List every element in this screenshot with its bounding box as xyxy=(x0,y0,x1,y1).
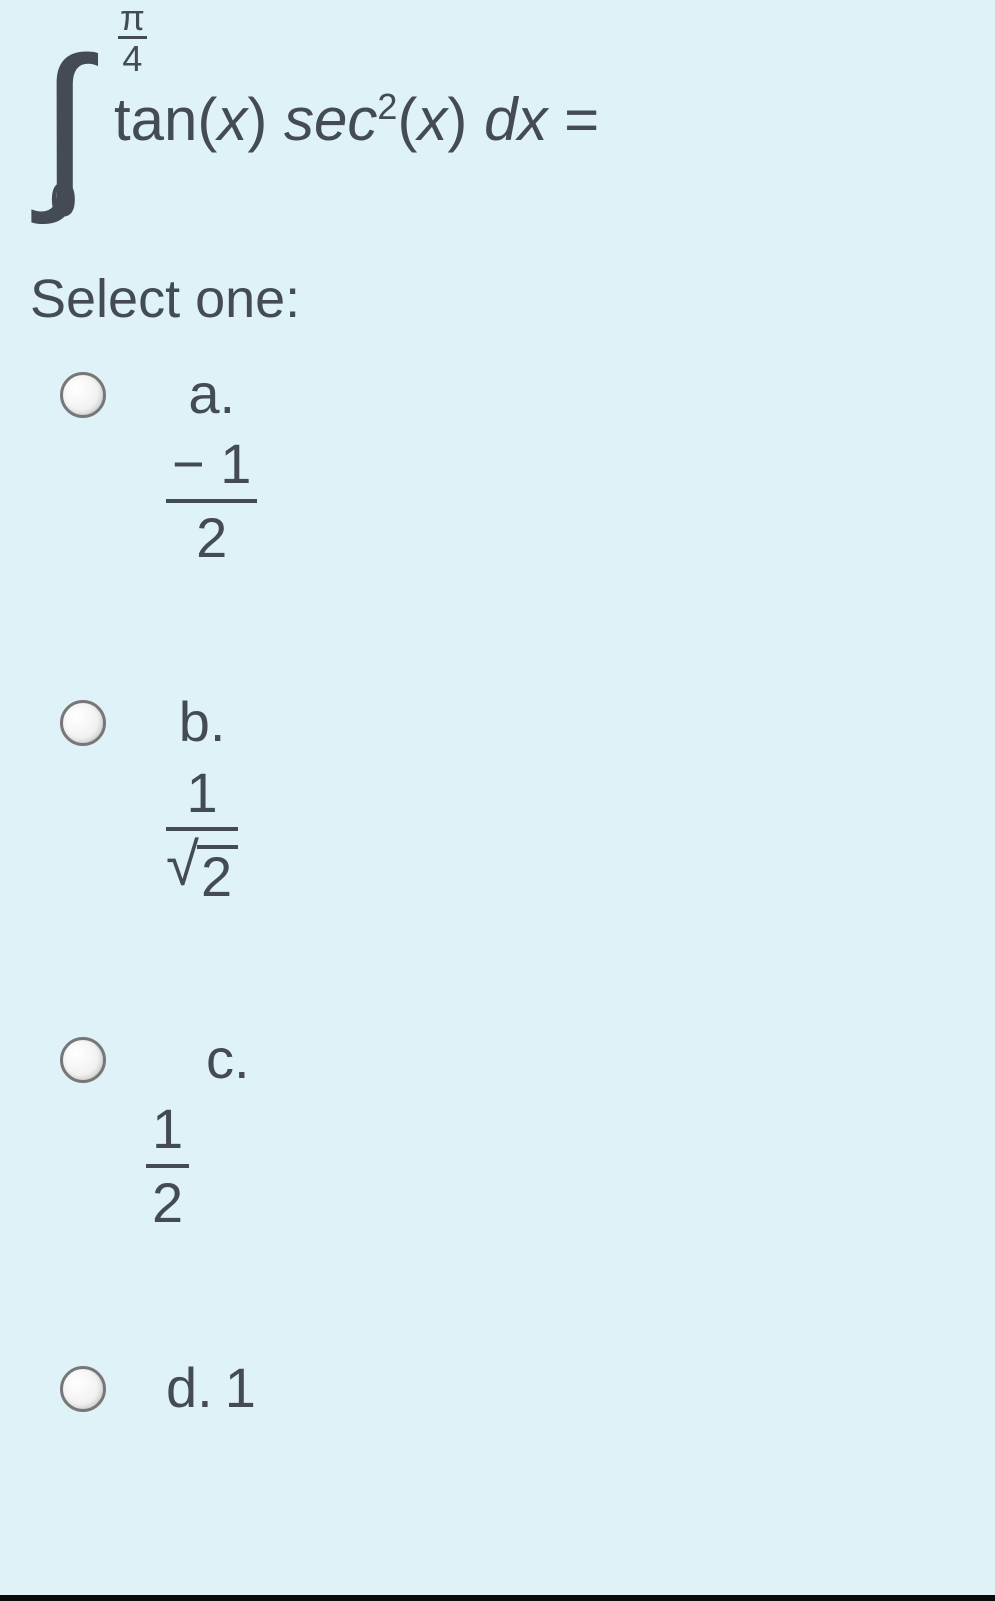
option-b-letter: b. xyxy=(166,688,238,755)
upper-limit-den: 4 xyxy=(118,39,147,79)
question-container: π 4 ∫ 0 tan(x) sec2(x) dx = Select one: … xyxy=(0,0,995,1601)
option-d[interactable]: d.1 xyxy=(30,1354,965,1421)
option-d-content: d.1 xyxy=(166,1354,256,1421)
option-a-fraction: − 1 2 xyxy=(166,433,257,568)
upper-limit-num: π xyxy=(118,0,147,39)
option-c-denominator: 2 xyxy=(146,1168,189,1234)
select-one-prompt: Select one: xyxy=(30,268,965,330)
option-c-numerator: 1 xyxy=(146,1098,189,1168)
integral-sign: ∫ xyxy=(40,60,89,186)
radical-symbol: √ xyxy=(166,838,199,892)
question-expression: π 4 ∫ 0 tan(x) sec2(x) dx = xyxy=(30,40,965,178)
option-a-denominator: 2 xyxy=(166,503,257,569)
option-c[interactable]: c. 1 2 xyxy=(30,1025,965,1233)
option-b-numerator: 1 xyxy=(166,762,238,832)
lower-limit: 0 xyxy=(50,173,77,228)
radio-c[interactable] xyxy=(60,1037,106,1083)
radio-d[interactable] xyxy=(60,1366,106,1412)
option-b[interactable]: b. 1 √ 2 xyxy=(30,688,965,905)
option-a-letter: a. xyxy=(166,360,257,427)
option-a-numerator: − 1 xyxy=(166,433,257,503)
radio-a[interactable] xyxy=(60,372,106,418)
radio-b[interactable] xyxy=(60,700,106,746)
option-c-content: c. 1 2 xyxy=(166,1025,250,1233)
option-d-value: 1 xyxy=(225,1356,256,1419)
option-a[interactable]: a. − 1 2 xyxy=(30,360,965,568)
integral: π 4 ∫ 0 xyxy=(40,40,89,178)
option-d-letter: d. xyxy=(166,1356,213,1419)
option-c-letter: c. xyxy=(166,1025,250,1092)
option-b-denominator: √ 2 xyxy=(166,831,238,905)
bottom-border xyxy=(0,1595,995,1601)
upper-limit: π 4 xyxy=(118,0,147,79)
sqrt-icon: √ 2 xyxy=(166,838,238,905)
option-a-content: a. − 1 2 xyxy=(166,360,257,568)
option-b-radicand: 2 xyxy=(197,845,238,905)
option-b-fraction: 1 √ 2 xyxy=(166,762,238,906)
option-b-content: b. 1 √ 2 xyxy=(166,688,238,905)
option-c-fraction: 1 2 xyxy=(146,1098,189,1233)
integrand: tan(x) sec2(x) dx = xyxy=(114,85,599,154)
